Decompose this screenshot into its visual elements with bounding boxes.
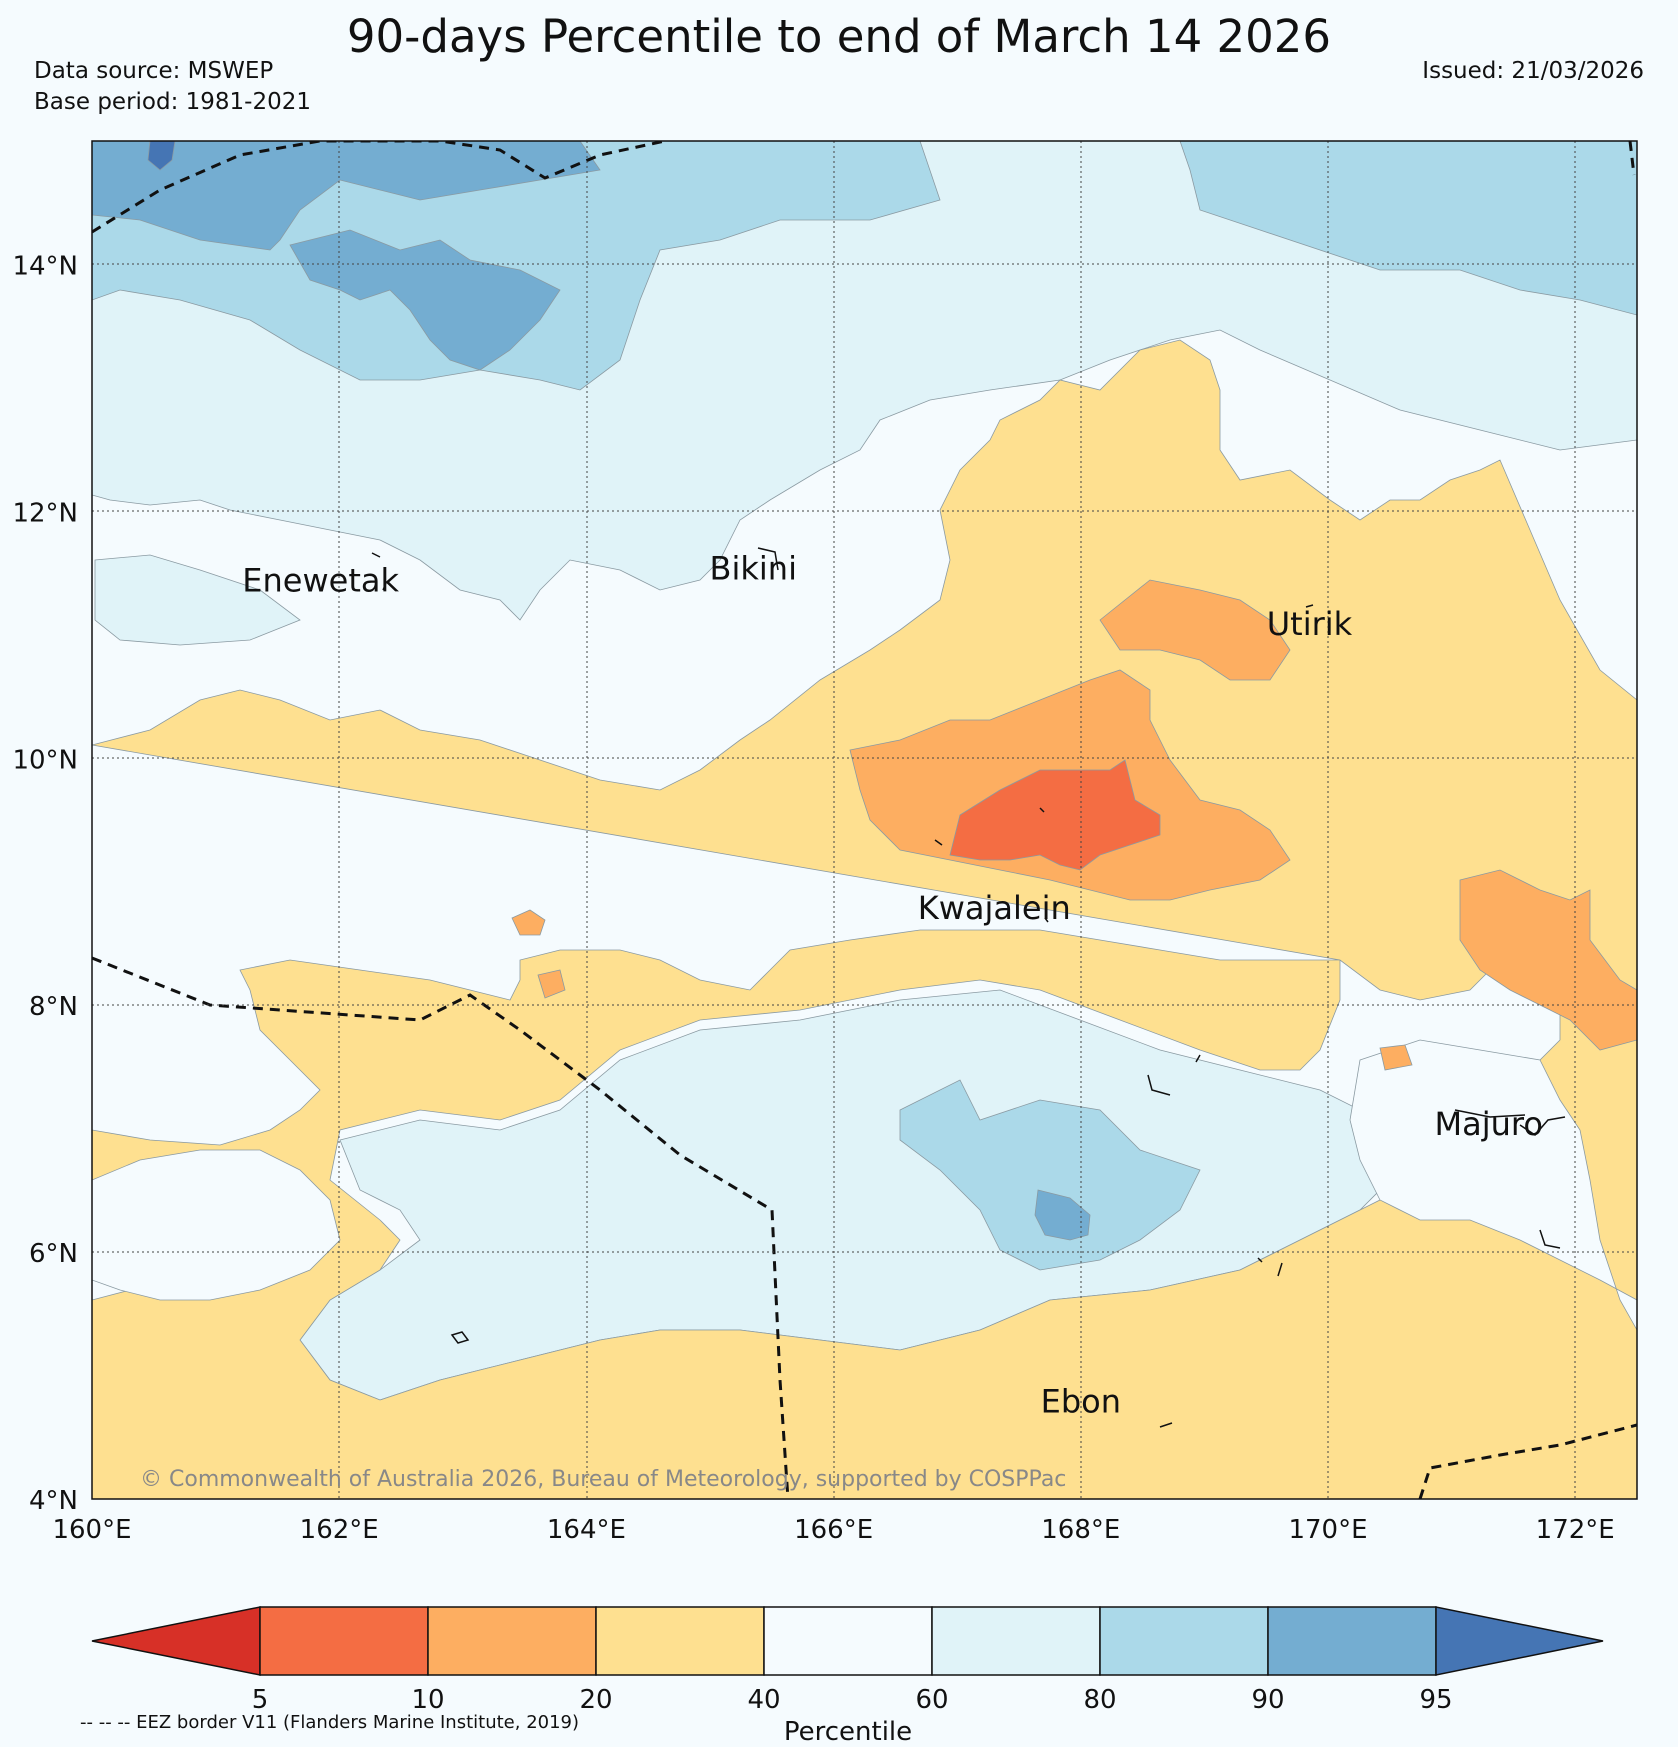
eez-border-north [92, 141, 666, 234]
lat-tick-label: 4°N [29, 1486, 78, 1516]
place-label-utirik: Utirik [1267, 605, 1353, 643]
lat-tick-label: 12°N [12, 498, 78, 528]
page-title: 90-days Percentile to end of March 14 20… [346, 10, 1332, 63]
percentile-fields [92, 141, 1637, 1499]
lon-tick-label: 162°E [300, 1515, 379, 1545]
colorbar-segment [1099, 1606, 1269, 1676]
place-labels: Enewetak Bikini Utirik Kwajalein Majuro Ebon [242, 549, 1543, 1420]
atoll-misc-2 [1195, 1054, 1283, 1277]
colorbar-tick-label: 40 [747, 1685, 780, 1715]
colorbar-extend-high [1435, 1606, 1604, 1676]
field-90-95-north [92, 141, 601, 251]
atoll-misc-1 [1147, 1074, 1171, 1096]
colorbar-tick-label: 90 [1251, 1685, 1284, 1715]
lon-tick-label: 172°E [1536, 1515, 1615, 1545]
latitude-labels: 4°N 6°N 8°N 10°N 12°N 14°N [12, 251, 78, 1516]
place-label-majuro: Majuro [1434, 1105, 1542, 1143]
field-10-20-small-3 [1379, 1044, 1413, 1071]
colorbar-tick-label: 95 [1419, 1685, 1452, 1715]
colorbar-extend-low [91, 1606, 261, 1676]
atoll-kwajalein [934, 807, 1049, 923]
field-80-90-northeast [1179, 141, 1637, 316]
colorbar-tick-label: 80 [1083, 1685, 1116, 1715]
field-40-60-southwest [92, 1149, 341, 1301]
atoll-marks [371, 547, 1566, 1428]
colorbar-segment [259, 1606, 429, 1676]
percentile-colorbar [91, 1606, 1604, 1676]
atoll-utirik [1305, 604, 1314, 608]
colorbar-tick-label: 5 [252, 1685, 269, 1715]
attribution-text: © Commonwealth of Australia 2026, Bureau… [140, 1467, 1066, 1492]
lon-tick-label: 164°E [547, 1515, 626, 1545]
field-5-10 [949, 759, 1161, 871]
field-40-60-southeast [1349, 1039, 1637, 1331]
map-frame [91, 140, 1638, 1500]
atoll-misc-3 [1539, 1229, 1561, 1249]
longitude-labels: 160°E 162°E 164°E 166°E 168°E 170°E 172°E [52, 1515, 1614, 1545]
data-source-text: Data source: MSWEP [34, 58, 274, 84]
atoll-misc-4 [450, 1331, 470, 1344]
colorbar-segment [427, 1606, 597, 1676]
lon-tick-label: 168°E [1041, 1515, 1120, 1545]
place-label-bikini: Bikini [710, 549, 797, 587]
field-90-95-south [1034, 1189, 1091, 1241]
atoll-ebon [1159, 1422, 1173, 1428]
field-10-20-small-1 [511, 909, 546, 936]
lat-tick-label: 14°N [12, 251, 78, 281]
place-label-enewetak: Enewetak [242, 562, 399, 600]
colorbar-tick-label: 20 [579, 1685, 612, 1715]
lon-tick-label: 170°E [1288, 1515, 1367, 1545]
atoll-majuro [1454, 1109, 1566, 1136]
gridlines [92, 141, 1637, 1499]
colorbar-tick-labels: 5 10 20 40 60 80 90 95 [252, 1685, 1453, 1715]
colorbar-segment [931, 1606, 1101, 1676]
metadata-right: Issued: 21/03/2026 [1422, 56, 1644, 87]
field-80-90-south [899, 1079, 1201, 1271]
field-60-80-west-patch [94, 554, 301, 646]
field-10-20-utirik [1099, 579, 1291, 681]
eez-footnote: -- -- -- EEZ border V11 (Flanders Marine… [80, 1712, 580, 1733]
colorbar-segment [595, 1606, 765, 1676]
colorbar-segment [1267, 1606, 1437, 1676]
colorbar-segment [763, 1606, 933, 1676]
lat-tick-label: 10°N [12, 745, 78, 775]
place-label-kwajalein: Kwajalein [918, 889, 1071, 927]
lon-tick-label: 160°E [52, 1515, 131, 1545]
place-label-ebon: Ebon [1041, 1383, 1121, 1421]
colorbar-tick-label: 10 [411, 1685, 444, 1715]
lat-tick-label: 6°N [29, 1239, 78, 1269]
atoll-bikini [757, 547, 779, 571]
base-period-text: Base period: 1981-2021 [34, 89, 312, 115]
metadata-left: Data source: MSWEP Base period: 1981-202… [34, 56, 311, 118]
colorbar-tick-label: 60 [915, 1685, 948, 1715]
field-10-20-small-2 [537, 969, 566, 999]
field-above-95 [147, 141, 176, 171]
eez-border-southeast [1418, 1423, 1637, 1499]
field-90-95-center [289, 229, 561, 371]
eez-borders [92, 141, 1637, 1499]
atoll-enewetak [371, 552, 387, 591]
eez-border-northeast [1628, 141, 1636, 176]
lon-tick-label: 166°E [794, 1515, 873, 1545]
issued-date-text: Issued: 21/03/2026 [1422, 58, 1644, 84]
colorbar-label: Percentile [784, 1717, 912, 1747]
lat-tick-label: 8°N [29, 992, 78, 1022]
